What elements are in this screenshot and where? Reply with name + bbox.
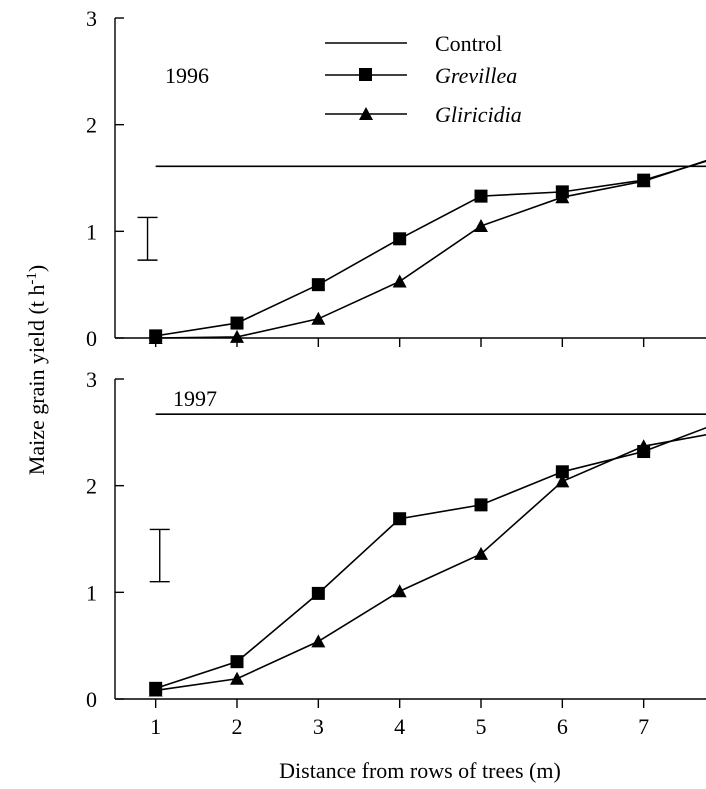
gliricidia-point (392, 584, 407, 598)
gliricidia-point (311, 634, 326, 648)
grevillea-point (474, 498, 488, 512)
y-tick-label: 1 (86, 580, 97, 605)
legend: Control Grevillea Gliricidia (325, 31, 522, 127)
grevillea-point (230, 316, 244, 330)
y-tick-label: 0 (86, 687, 97, 712)
y-axis-label-superscript: -1 (24, 272, 40, 285)
gliricidia-point (636, 439, 651, 453)
y-tick-label: 2 (86, 474, 97, 499)
grevillea-line (155, 426, 706, 690)
y-axis-label: Maize grain yield (t h-1) (24, 265, 49, 475)
panel-1997: 0123123456781997 (86, 367, 706, 739)
legend-grevillea-label: Grevillea (435, 63, 517, 88)
legend-grevillea-marker (359, 68, 372, 81)
gliricidia-point (474, 219, 488, 232)
grevillea-point (393, 232, 407, 246)
year-label: 1997 (173, 386, 217, 411)
y-tick-label: 1 (86, 219, 97, 244)
x-tick-label: 2 (232, 714, 243, 739)
grevillea-point (230, 655, 244, 669)
x-axis-label: Distance from rows of trees (m) (279, 758, 561, 783)
x-tick-label: 1 (150, 714, 161, 739)
x-tick-label: 6 (557, 714, 568, 739)
gliricidia-point (555, 474, 570, 488)
gliricidia-point (555, 190, 570, 204)
gliricidia-point (311, 311, 326, 325)
gliricidia-line (155, 433, 706, 692)
grevillea-line (155, 160, 706, 337)
gliricidia-point (230, 671, 244, 685)
grevillea-point (474, 189, 488, 203)
x-tick-label: 7 (638, 714, 649, 739)
gliricidia-point (148, 331, 163, 344)
y-tick-label: 2 (86, 113, 97, 138)
gliricidia-point (148, 683, 163, 697)
y-tick-label: 0 (86, 326, 97, 351)
x-tick-label: 4 (394, 714, 405, 739)
grevillea-point (393, 512, 407, 526)
panel-1996: 0 1 2 3 1996 (86, 6, 706, 351)
y-axis-label-close: ) (24, 265, 49, 272)
y-tick-label: 3 (86, 6, 97, 31)
grevillea-point (311, 278, 325, 292)
grevillea-point (555, 465, 569, 479)
gliricidia-point (636, 174, 651, 188)
gliricidia-point (230, 329, 244, 343)
legend-gliricidia-label: Gliricidia (435, 102, 522, 127)
x-tick-label: 3 (313, 714, 324, 739)
y-tick-label: 3 (86, 367, 97, 392)
gliricidia-point (392, 274, 407, 288)
legend-gliricidia-marker (359, 107, 373, 120)
gliricidia-line (155, 159, 706, 339)
legend-control-label: Control (435, 31, 502, 56)
x-tick-label: 5 (476, 714, 487, 739)
grevillea-point (311, 586, 325, 600)
gliricidia-point (474, 546, 488, 560)
year-label: 1996 (165, 63, 209, 88)
